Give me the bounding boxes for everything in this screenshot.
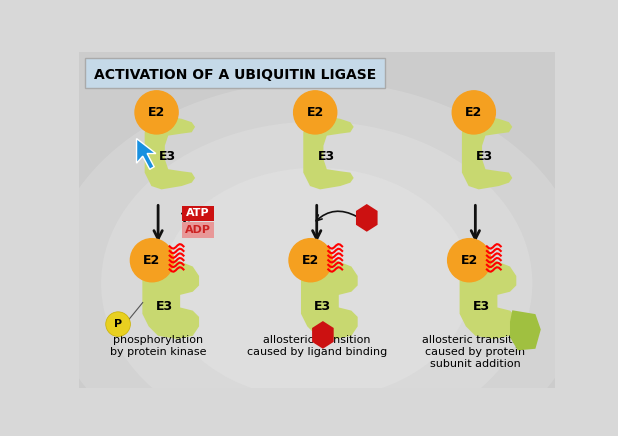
Text: caused by ligand binding: caused by ligand binding <box>247 347 387 357</box>
Text: E3: E3 <box>159 150 176 163</box>
Ellipse shape <box>163 168 471 399</box>
Polygon shape <box>312 321 334 349</box>
FancyBboxPatch shape <box>182 205 214 221</box>
Text: E3: E3 <box>156 300 173 313</box>
Circle shape <box>294 91 337 134</box>
Polygon shape <box>462 116 512 189</box>
Text: E2: E2 <box>148 106 165 119</box>
Circle shape <box>135 91 178 134</box>
Polygon shape <box>356 204 378 232</box>
Text: allosteric transition: allosteric transition <box>263 334 370 344</box>
Polygon shape <box>303 116 353 189</box>
Polygon shape <box>142 260 199 339</box>
Text: subunit addition: subunit addition <box>430 359 521 369</box>
Polygon shape <box>301 260 358 339</box>
Text: allosteric transition: allosteric transition <box>421 334 529 344</box>
Circle shape <box>452 91 496 134</box>
Text: by protein kinase: by protein kinase <box>110 347 206 357</box>
Circle shape <box>447 238 491 282</box>
Circle shape <box>106 312 130 337</box>
Polygon shape <box>137 139 156 169</box>
Text: phosphorylation: phosphorylation <box>113 334 203 344</box>
Polygon shape <box>460 260 516 339</box>
FancyBboxPatch shape <box>182 222 214 238</box>
Text: E2: E2 <box>465 106 483 119</box>
Text: ADP: ADP <box>185 225 211 235</box>
Circle shape <box>130 238 174 282</box>
Text: E2: E2 <box>302 254 319 267</box>
Text: ACTIVATION OF A UBIQUITIN LIGASE: ACTIVATION OF A UBIQUITIN LIGASE <box>94 68 376 82</box>
Circle shape <box>289 238 332 282</box>
Polygon shape <box>510 310 541 350</box>
Text: E3: E3 <box>315 300 331 313</box>
Text: E3: E3 <box>476 150 493 163</box>
FancyBboxPatch shape <box>85 58 385 88</box>
Ellipse shape <box>47 81 586 436</box>
Text: E2: E2 <box>143 254 161 267</box>
Text: ATP: ATP <box>187 208 210 218</box>
Text: P: P <box>114 319 122 329</box>
Text: E2: E2 <box>307 106 324 119</box>
Text: caused by protein: caused by protein <box>425 347 525 357</box>
Ellipse shape <box>101 122 532 436</box>
Text: E3: E3 <box>473 300 490 313</box>
Text: E3: E3 <box>318 150 334 163</box>
Polygon shape <box>145 116 195 189</box>
Text: E2: E2 <box>460 254 478 267</box>
